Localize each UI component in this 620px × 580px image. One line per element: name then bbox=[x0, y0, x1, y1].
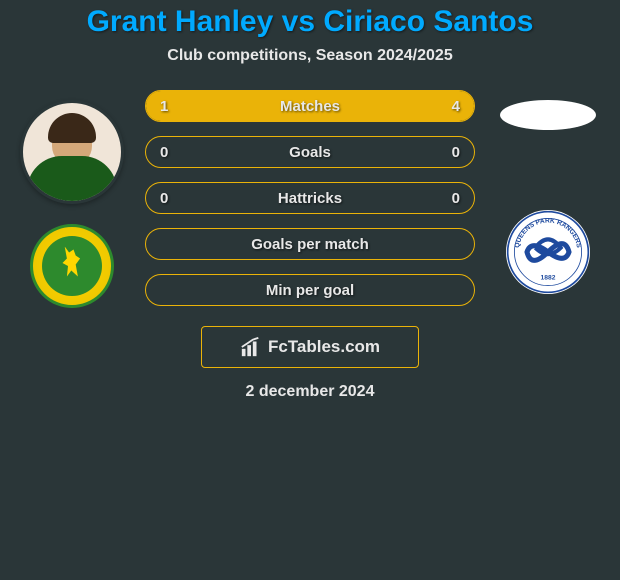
stat-label: Matches bbox=[146, 98, 474, 115]
stat-label: Min per goal bbox=[146, 282, 474, 299]
stat-row: 00Goals bbox=[145, 136, 475, 168]
fctables-logo: FcTables.com bbox=[201, 326, 419, 368]
club-badge-right: QUEENS PARK RANGERS 1882 bbox=[506, 210, 590, 294]
stat-row: 00Hattricks bbox=[145, 182, 475, 214]
right-player-column: QUEENS PARK RANGERS 1882 bbox=[493, 90, 603, 294]
club-badge-left bbox=[30, 224, 114, 308]
logo-text: FcTables.com bbox=[268, 337, 380, 357]
player-left-avatar bbox=[20, 100, 124, 204]
stat-row: Goals per match bbox=[145, 228, 475, 260]
chart-icon bbox=[240, 336, 262, 358]
stat-label: Goals bbox=[146, 144, 474, 161]
stats-bars: 14Matches 00Goals 00Hattricks Goals per mat… bbox=[145, 90, 475, 306]
stat-row: Min per goal bbox=[145, 274, 475, 306]
stat-label: Hattricks bbox=[146, 190, 474, 207]
player-right-avatar bbox=[500, 100, 596, 130]
stat-row: 14Matches bbox=[145, 90, 475, 122]
page-title: Grant Hanley vs Ciriaco Santos bbox=[87, 5, 534, 39]
stat-label: Goals per match bbox=[146, 236, 474, 253]
subtitle: Club competitions, Season 2024/2025 bbox=[167, 47, 452, 65]
left-player-column bbox=[17, 90, 127, 308]
comparison-area: 14Matches 00Goals 00Hattricks Goals per mat… bbox=[0, 90, 620, 308]
date-text: 2 december 2024 bbox=[246, 383, 375, 401]
svg-text:1882: 1882 bbox=[541, 275, 556, 282]
